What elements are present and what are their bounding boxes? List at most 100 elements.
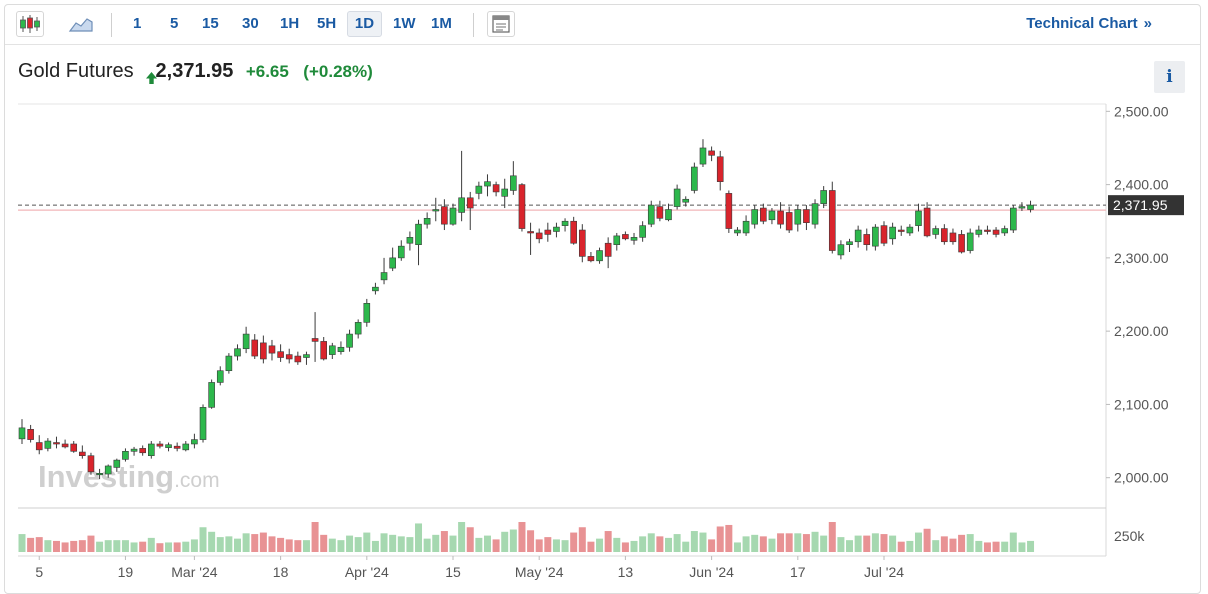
volume-bar [397,536,405,552]
volume-bar [673,534,681,552]
candle-body [880,225,888,244]
volume-bar [501,531,509,552]
candle-body [803,209,810,224]
volume-bar [578,527,586,552]
timeframe-1[interactable]: 1 [133,15,142,32]
volume-bar [234,538,241,552]
volume-bar [923,528,931,552]
candle-body [449,207,457,225]
area-chart-icon[interactable] [67,11,95,37]
candle-body [165,444,172,448]
x-tick-label: 19 [118,564,134,580]
candle-body [173,445,181,449]
volume-bar [587,541,595,552]
candle-body [777,210,784,225]
candle-body [406,237,414,244]
volume-bar [949,538,957,552]
candle-body [139,448,146,454]
candle-body [191,439,198,445]
candle-body [1027,204,1034,210]
candle-body [70,443,78,452]
volume-bar [725,524,733,552]
candle-body [277,351,284,358]
last-price-tag [1108,195,1184,216]
volume-bar [294,540,302,552]
volume-bar [777,533,785,552]
candle-body [578,229,586,257]
candle-body [630,237,638,241]
candle-body [665,209,672,221]
candle-body [199,407,207,440]
candle-body [992,229,1000,235]
candle-body [216,370,224,383]
candle-body [96,472,103,476]
candlestick-icon[interactable] [16,11,44,37]
volume-bar [639,536,647,552]
candle-body [587,256,595,262]
volume-bar [518,522,526,552]
candle-body [337,346,345,352]
technical-chart-label: Technical Chart [1026,15,1138,32]
candle-body [949,232,957,243]
candle-body [260,342,267,360]
candle-body [768,210,776,221]
quote-header: Gold Futures 2,371.95 +6.65 (+0.28%) [18,60,373,88]
volume-bar [87,535,95,552]
timeframe-1m[interactable]: 1M [431,15,452,32]
volume-bar [682,541,690,552]
volume-bar [889,535,897,552]
timeframe-1d[interactable]: 1D [347,11,382,37]
volume-bar [130,542,138,552]
technical-chart-link[interactable]: Technical Chart » [1026,15,1152,32]
timeframe-15[interactable]: 15 [202,15,219,32]
candle-body [553,226,560,232]
candle-body [156,443,164,447]
candle-body [958,234,965,253]
timeframe-5h[interactable]: 5H [317,15,337,32]
volume-bar [251,534,259,552]
timeframe-30[interactable]: 30 [242,15,259,32]
candle-body [966,232,974,251]
candle-body [303,354,310,358]
candle-body [329,345,336,355]
layout-icon[interactable] [487,11,515,37]
candle-body [397,245,405,259]
candle-body [363,303,371,323]
instrument-name: Gold Futures [18,60,134,82]
volume-bar [475,537,483,552]
candle-body [415,223,422,245]
x-tick-label: 15 [445,564,461,580]
candle-body [941,228,948,243]
timeframe-1w[interactable]: 1W [393,15,416,32]
volume-bar [820,535,828,552]
volume-bar [880,534,888,552]
volume-bar [1009,532,1017,552]
volume-bar [1001,541,1009,552]
info-icon[interactable]: i [1154,61,1185,93]
candle-body [647,204,655,225]
volume-bar [846,540,854,552]
volume-bar [44,540,52,552]
volume-bar [914,532,922,552]
timeframe-1h[interactable]: 1H [280,15,300,32]
volume-bar [113,540,121,552]
volume-bar [535,539,543,552]
candle-body [596,250,603,262]
candle-body [311,338,319,342]
volume-bar [897,541,905,552]
timeframe-5[interactable]: 5 [170,15,179,32]
volume-bar [225,536,233,552]
candle-body [527,231,534,234]
volume-bar [811,531,819,552]
candle-body [897,229,905,232]
candle-body [975,229,983,235]
candle-body [1009,207,1017,231]
candle-body [432,209,440,212]
volume-bar [182,541,190,552]
candle-body [984,229,991,232]
x-tick-label: 18 [273,564,289,580]
volume-bar [992,541,1000,552]
candle-body [182,443,190,451]
candle-body [535,232,543,240]
